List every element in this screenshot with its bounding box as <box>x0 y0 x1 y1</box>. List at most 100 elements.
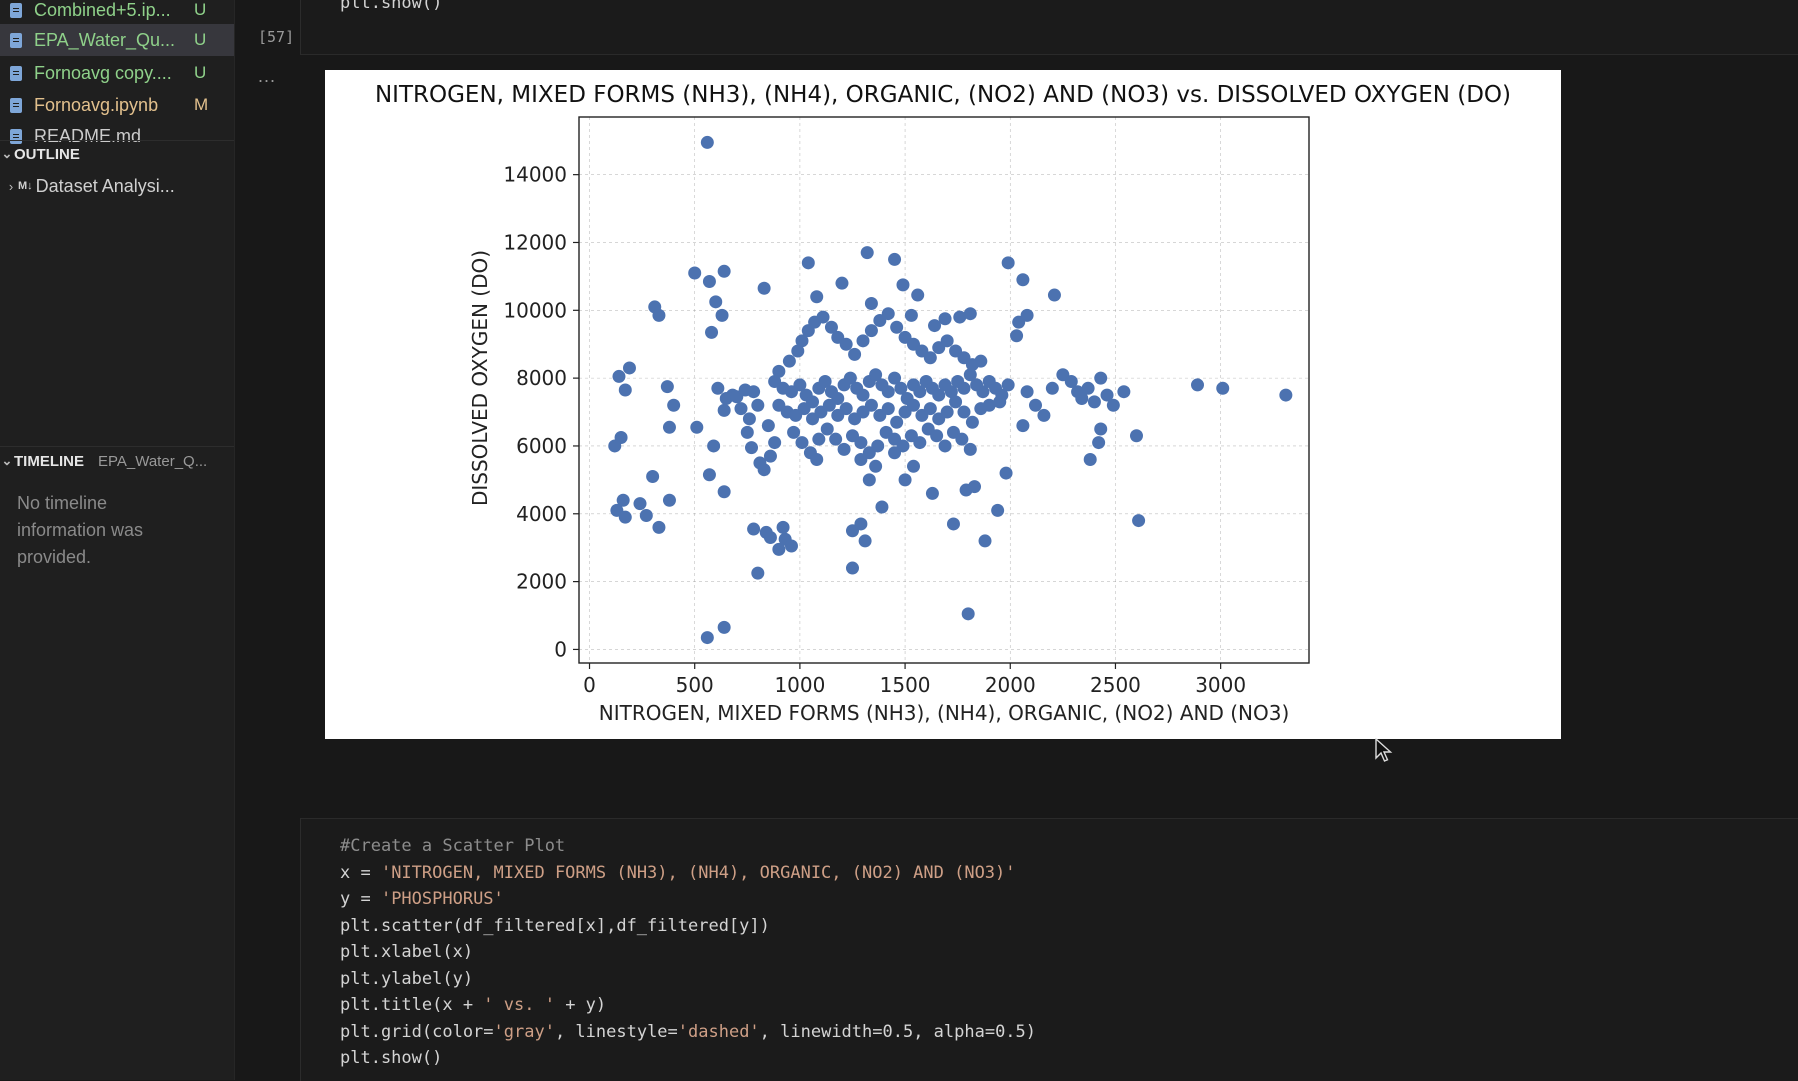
data-point <box>829 432 843 446</box>
code-line[interactable]: x = 'NITROGEN, MIXED FORMS (NH3), (NH4),… <box>340 860 1036 887</box>
data-point <box>791 344 805 358</box>
timeline-section-header[interactable]: ⌄ TIMELINE EPA_Water_Q... <box>0 446 234 475</box>
data-point <box>965 415 979 429</box>
data-point <box>793 378 807 392</box>
data-point <box>864 398 878 412</box>
data-point <box>913 385 927 399</box>
y-tick-label: 10000 <box>503 298 567 322</box>
data-point <box>751 566 765 580</box>
data-point <box>1075 391 1089 405</box>
git-status-badge: U <box>194 0 207 19</box>
code-token: , linewidth=0.5, alpha=0.5) <box>759 1021 1037 1042</box>
gutter-divider <box>234 0 235 1080</box>
data-point <box>1037 408 1051 422</box>
data-point <box>702 274 716 288</box>
outline-header-label: OUTLINE <box>14 145 80 163</box>
data-point <box>816 310 830 324</box>
code-line[interactable]: plt.title(x + ' vs. ' + y) <box>340 992 1036 1019</box>
data-point <box>856 388 870 402</box>
code-line[interactable]: #Create a Scatter Plot <box>340 833 1036 860</box>
code-line[interactable]: plt.show() <box>340 1045 1036 1072</box>
code-line[interactable]: plt.grid(color='gray', linestyle='dashed… <box>340 1019 1036 1046</box>
git-status-badge: U <box>194 63 207 82</box>
data-point <box>906 398 920 412</box>
data-point <box>616 493 630 507</box>
data-point <box>810 290 824 304</box>
x-tick-label: 1000 <box>774 673 825 697</box>
notebook-file-icon <box>10 65 22 81</box>
data-point <box>763 449 777 463</box>
data-point <box>1020 385 1034 399</box>
data-point <box>1117 385 1131 399</box>
outline-item-dataset-analysis[interactable]: › M↓ Dataset Analysi... <box>0 172 234 200</box>
data-point <box>702 468 716 482</box>
data-point <box>1191 378 1205 392</box>
data-point <box>881 307 895 321</box>
notebook-file-icon <box>10 97 22 113</box>
data-point <box>618 383 632 397</box>
data-point <box>894 381 908 395</box>
data-point <box>976 385 990 399</box>
code-token: x = <box>340 862 381 883</box>
data-point <box>953 310 967 324</box>
explorer-file-item[interactable]: Fornoavg copy.... U <box>0 57 234 89</box>
data-point <box>787 425 801 439</box>
data-point <box>835 276 849 290</box>
data-point <box>709 295 723 309</box>
data-point <box>843 371 857 385</box>
markdown-icon: M↓ <box>18 180 33 192</box>
explorer-file-item[interactable]: Fornoavg.ipynb M <box>0 89 234 121</box>
data-point <box>854 436 868 450</box>
code-token: plt.title(x + <box>340 995 484 1015</box>
data-point <box>1047 288 1061 302</box>
data-point <box>888 446 902 460</box>
output-more-actions-button[interactable]: ... <box>258 66 277 86</box>
data-point <box>1010 329 1024 343</box>
data-point <box>923 351 937 365</box>
code-token: plt.grid(color= <box>340 1021 494 1042</box>
data-point <box>747 522 761 536</box>
data-point <box>839 337 853 351</box>
data-point <box>652 520 666 534</box>
data-point <box>772 542 786 556</box>
code-editor[interactable]: #Create a Scatter Plot x = 'NITROGEN, MIX… <box>340 833 1036 1072</box>
data-point <box>848 347 862 361</box>
data-point <box>707 439 721 453</box>
code-cell-previous[interactable]: plt.show() <box>300 0 1798 55</box>
data-point <box>864 324 878 338</box>
data-point <box>890 415 904 429</box>
data-point <box>957 405 971 419</box>
code-line[interactable]: plt.show() <box>340 0 443 13</box>
explorer-file-item[interactable]: Combined+5.ip... U <box>0 0 234 26</box>
data-point <box>1001 378 1015 392</box>
chevron-down-icon: ⌄ <box>1 146 13 161</box>
data-point <box>662 493 676 507</box>
data-point <box>869 368 883 382</box>
code-line[interactable]: plt.ylabel(y) <box>340 966 1036 993</box>
data-point <box>717 403 731 417</box>
code-string: 'gray' <box>493 1021 555 1042</box>
code-line[interactable]: y = 'PHOSPHORUS' <box>340 886 1036 913</box>
code-line[interactable]: plt.xlabel(x) <box>340 939 1036 966</box>
data-point <box>949 395 963 409</box>
data-point <box>688 266 702 280</box>
data-point <box>940 334 954 348</box>
data-point <box>633 497 647 511</box>
y-tick-label: 8000 <box>516 366 567 390</box>
scatter-chart: NITROGEN, MIXED FORMS (NH3), (NH4), ORGA… <box>375 82 1511 725</box>
data-point <box>690 420 704 434</box>
data-point <box>1016 419 1030 433</box>
code-line[interactable]: plt.scatter(df_filtered[x],df_filtered[y… <box>340 913 1036 940</box>
data-point <box>904 308 918 322</box>
data-point <box>776 520 790 534</box>
data-point <box>784 539 798 553</box>
execution-count: [57] <box>258 28 295 46</box>
data-point <box>896 278 910 292</box>
x-tick-label: 500 <box>676 673 714 697</box>
outline-section-header[interactable]: ⌄ OUTLINE <box>0 140 234 167</box>
data-point <box>938 439 952 453</box>
data-point <box>1279 388 1293 402</box>
explorer-file-item[interactable]: EPA_Water_Qu... U <box>0 24 234 56</box>
y-tick-label: 2000 <box>516 570 567 594</box>
code-cell-scatter[interactable]: #Create a Scatter Plot x = 'NITROGEN, MIX… <box>300 818 1798 1081</box>
